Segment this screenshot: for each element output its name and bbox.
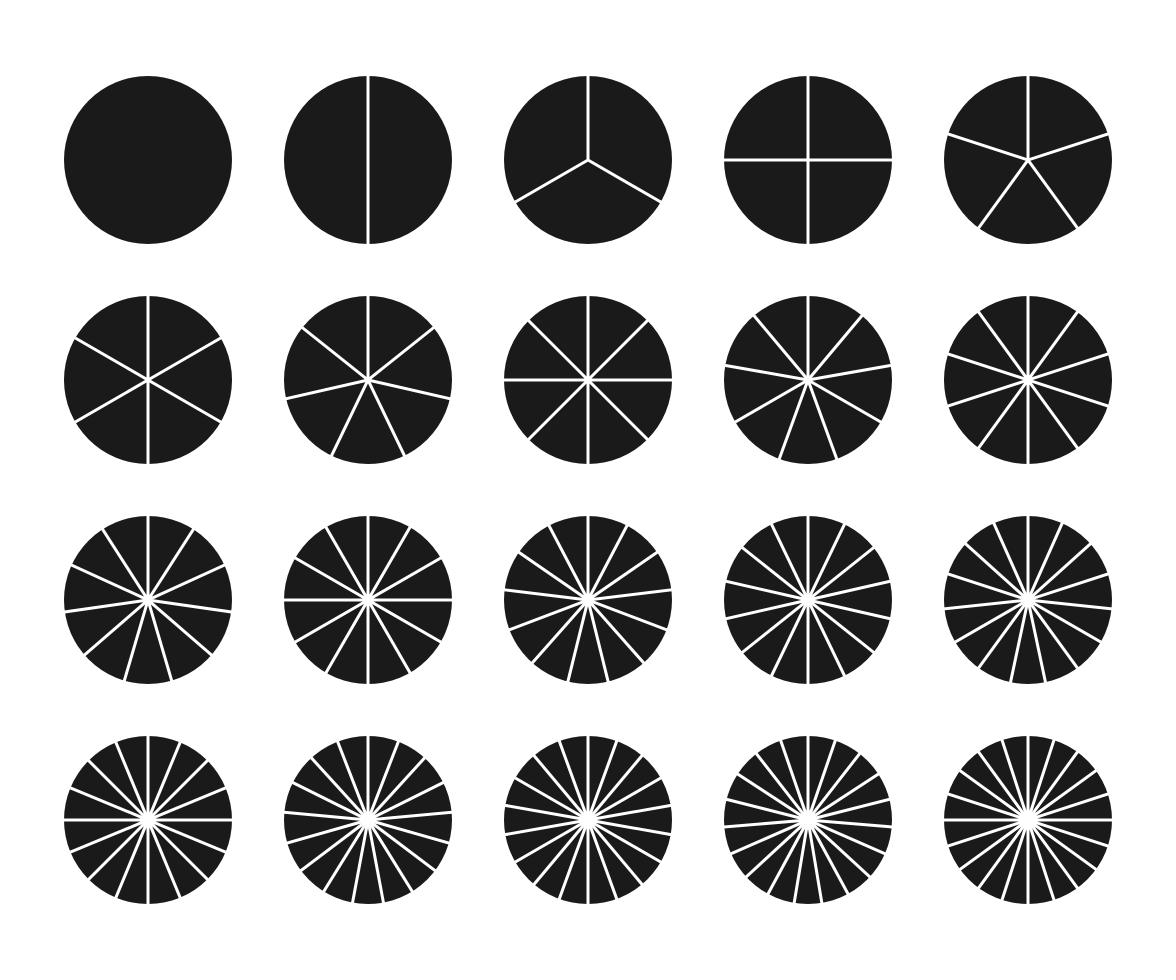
- segmented-circle-4: [724, 76, 892, 244]
- segmented-circle-10: [944, 296, 1112, 464]
- segmented-circle-5: [944, 76, 1112, 244]
- segmented-circle-13: [504, 516, 672, 684]
- segmented-circle-7: [284, 296, 452, 464]
- segmented-circle-17: [284, 736, 452, 904]
- segmented-circle-18: [504, 736, 672, 904]
- segmented-circle-19: [724, 736, 892, 904]
- segmented-circle-9: [724, 296, 892, 464]
- segmented-circle-8: [504, 296, 672, 464]
- segmented-circle-11: [64, 516, 232, 684]
- pie-segments-grid: [64, 76, 1112, 904]
- segmented-circle-12: [284, 516, 452, 684]
- segmented-circle-1: [64, 76, 232, 244]
- segmented-circle-2: [284, 76, 452, 244]
- segmented-circle-6: [64, 296, 232, 464]
- segmented-circle-3: [504, 76, 672, 244]
- segmented-circle-16: [64, 736, 232, 904]
- segmented-circle-20: [944, 736, 1112, 904]
- segmented-circle-14: [724, 516, 892, 684]
- segmented-circle-15: [944, 516, 1112, 684]
